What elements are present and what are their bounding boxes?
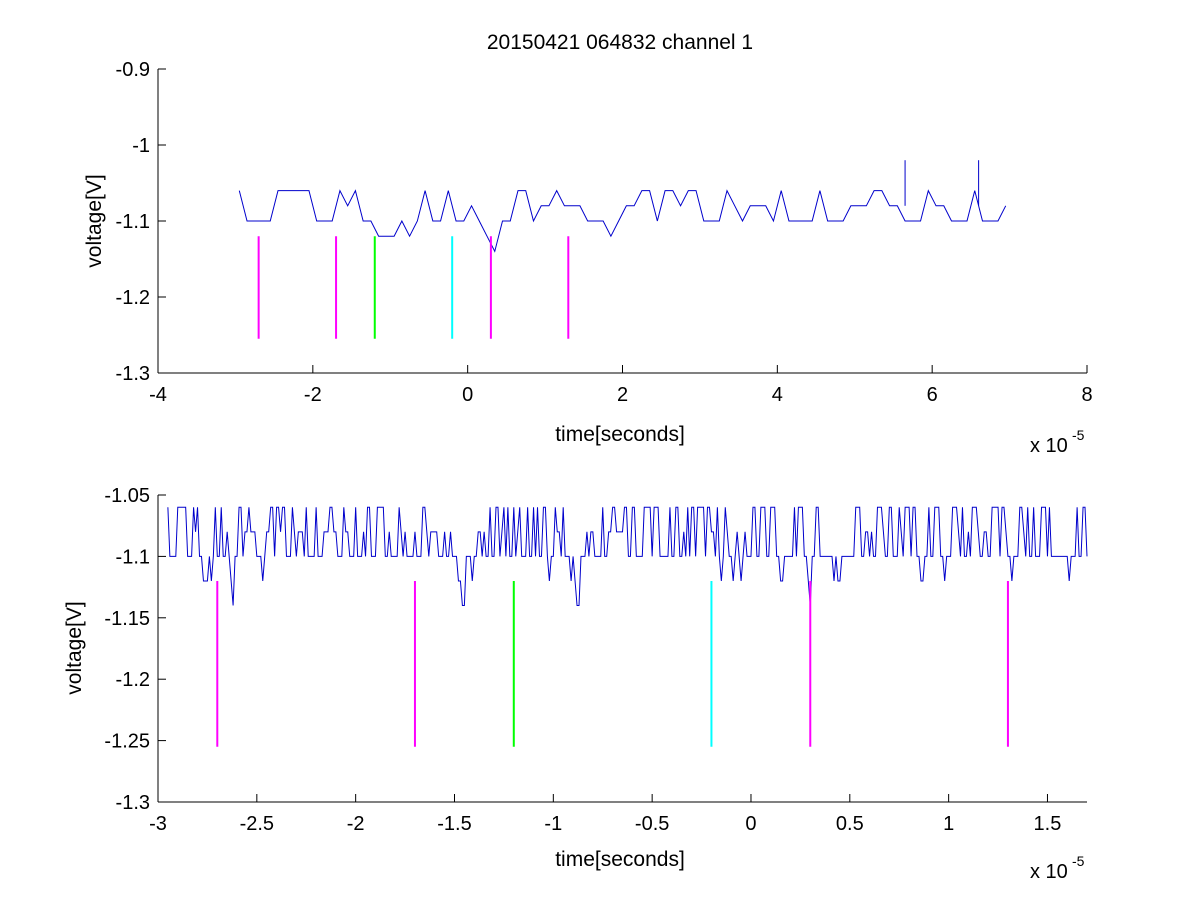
top-x-tick-label: 6	[927, 384, 938, 406]
top-signal-layer	[238, 160, 1007, 253]
top-y-tick-label: -1.1	[116, 211, 150, 233]
top-x-tick-label: -2	[304, 384, 322, 406]
bottom-axes-lines	[157, 495, 1087, 803]
top-x-tick-label: 0	[462, 384, 473, 406]
top-signal-trace	[238, 189, 1007, 253]
bottom-x-tick-label: -2	[347, 813, 365, 835]
bottom-x-tick-label: -3	[149, 813, 167, 835]
bottom-x-ticks: -3 -2.5 -2 -1.5 -1 -0.5 0 0.5 1 1.5	[149, 794, 1061, 835]
top-x-axis-label: time[seconds]	[555, 423, 685, 446]
top-plot-area: -4 -2 0 2 4 6 8 -0.9 -1 -1.1 -1.2 -1.3	[116, 59, 1093, 406]
top-y-tick-label: -1.2	[116, 287, 150, 309]
top-x-tick-label: 2	[617, 384, 628, 406]
top-x-ticks: -4 -2 0 2 4 6 8	[149, 365, 1093, 406]
bottom-subplot: -3 -2.5 -2 -1.5 -1 -0.5 0 0.5 1 1.5 -1.05 -1.1 -1.1…	[63, 485, 1088, 883]
bottom-x-tick-label: 1	[943, 813, 954, 835]
bottom-y-tick-label: -1.1	[116, 546, 150, 568]
bottom-signal-trace	[167, 506, 1088, 607]
bottom-marker-layer	[216, 580, 1009, 747]
bottom-x-tick-label: 0	[745, 813, 756, 835]
top-y-tick-label: -1	[132, 135, 150, 157]
bottom-x-exponent-power: -5	[1072, 853, 1085, 869]
bottom-y-tick-label: -1.2	[116, 669, 150, 691]
bottom-x-tick-label: 0.5	[836, 813, 864, 835]
top-subplot: 20150421 064832 channel 1 -4 -2 0 2 4 6 8 -0.9…	[83, 31, 1093, 457]
bottom-x-exponent-label: x 10	[1030, 861, 1068, 883]
bottom-y-tick-label: -1.05	[104, 485, 150, 507]
bottom-y-tick-label: -1.3	[116, 792, 150, 814]
top-x-exponent-power: -5	[1072, 427, 1085, 443]
top-axes-lines	[157, 69, 1087, 374]
bottom-x-axis-label: time[seconds]	[555, 848, 685, 871]
bottom-x-tick-label: -0.5	[635, 813, 669, 835]
top-y-axis-label: voltage[V]	[83, 174, 106, 267]
top-x-tick-label: 4	[772, 384, 783, 406]
top-x-tick-label: 8	[1081, 384, 1092, 406]
top-x-exponent-label: x 10	[1030, 435, 1068, 457]
bottom-x-tick-label: -1.5	[437, 813, 471, 835]
chart-title: 20150421 064832 channel 1	[487, 31, 753, 54]
bottom-y-tick-label: -1.15	[104, 608, 150, 630]
top-y-tick-label: -0.9	[116, 59, 150, 81]
bottom-y-tick-label: -1.25	[104, 731, 150, 753]
bottom-signal-layer	[167, 506, 1088, 607]
bottom-x-tick-label: 1.5	[1034, 813, 1062, 835]
bottom-x-tick-label: -1	[544, 813, 562, 835]
top-x-tick-label: -4	[149, 384, 167, 406]
top-marker-layer	[257, 236, 570, 339]
bottom-y-ticks: -1.05 -1.1 -1.15 -1.2 -1.25 -1.3	[104, 485, 166, 814]
bottom-plot-area: -3 -2.5 -2 -1.5 -1 -0.5 0 0.5 1 1.5 -1.05 -1.1 -1.1…	[104, 485, 1088, 835]
top-y-tick-label: -1.3	[116, 363, 150, 385]
top-y-ticks: -0.9 -1 -1.1 -1.2 -1.3	[116, 59, 166, 385]
bottom-x-tick-label: -2.5	[240, 813, 274, 835]
bottom-y-axis-label: voltage[V]	[63, 601, 86, 694]
